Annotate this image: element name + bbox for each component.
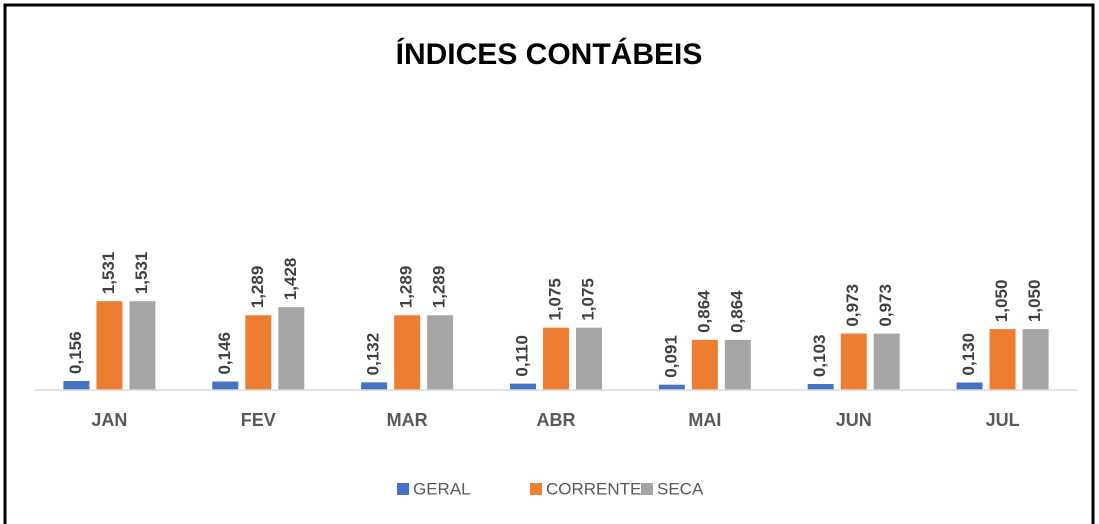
data-label: 0,110 [512, 335, 531, 377]
data-label: 1,289 [397, 266, 416, 309]
data-label: 0,156 [66, 331, 85, 374]
chart-frame [3, 3, 1095, 524]
data-label: 0,864 [727, 290, 746, 333]
x-tick-label: JUL [986, 410, 1020, 430]
bar [840, 333, 867, 390]
data-label: 1,289 [248, 266, 267, 309]
bar [245, 315, 272, 390]
bar [989, 329, 1016, 390]
bar [873, 333, 900, 390]
data-label: 1,531 [99, 252, 118, 295]
bar [724, 339, 751, 390]
chart-title: ÍNDICES CONTÁBEIS [396, 37, 703, 71]
legend-label: CORRENTE [546, 479, 641, 498]
data-label: 0,146 [215, 332, 234, 375]
bar [510, 383, 536, 390]
bar [1022, 329, 1049, 390]
data-label: 0,103 [810, 334, 829, 377]
bar [394, 315, 421, 390]
data-label: 1,075 [578, 278, 597, 321]
bar [691, 339, 718, 390]
data-label: 1,050 [1025, 280, 1044, 323]
bar [278, 307, 305, 390]
bar [658, 384, 685, 390]
x-tick-label: MAI [688, 410, 721, 430]
bar [427, 315, 454, 390]
bar [807, 384, 834, 390]
data-label: 0,091 [661, 335, 680, 378]
x-tick-label: ABR [537, 410, 576, 430]
bar [576, 327, 602, 390]
data-label: 0,864 [694, 290, 713, 333]
data-label: 1,531 [132, 252, 151, 295]
bar [543, 327, 569, 390]
data-label: 0,130 [959, 333, 978, 376]
x-tick-label: JAN [91, 410, 127, 430]
data-label: 0,973 [876, 284, 895, 327]
legend-label: GERAL [413, 479, 471, 498]
x-tick-label: MAR [387, 410, 428, 430]
bar [63, 380, 90, 390]
data-label: 0,973 [843, 284, 862, 327]
legend-swatch [530, 483, 542, 495]
data-label: 1,050 [992, 280, 1011, 323]
legend-swatch [641, 483, 653, 495]
data-label: 0,132 [364, 333, 383, 376]
legend-swatch [397, 483, 409, 495]
data-label: 1,289 [430, 266, 449, 309]
x-tick-label: JUN [836, 410, 872, 430]
bar [129, 301, 156, 390]
bar [212, 381, 239, 390]
bar [96, 301, 123, 390]
x-tick-label: FEV [241, 410, 276, 430]
bar [361, 382, 388, 390]
legend-label: SECA [657, 479, 704, 498]
bar [956, 382, 983, 390]
data-label: 1,075 [545, 278, 564, 321]
data-label: 1,428 [281, 258, 300, 301]
